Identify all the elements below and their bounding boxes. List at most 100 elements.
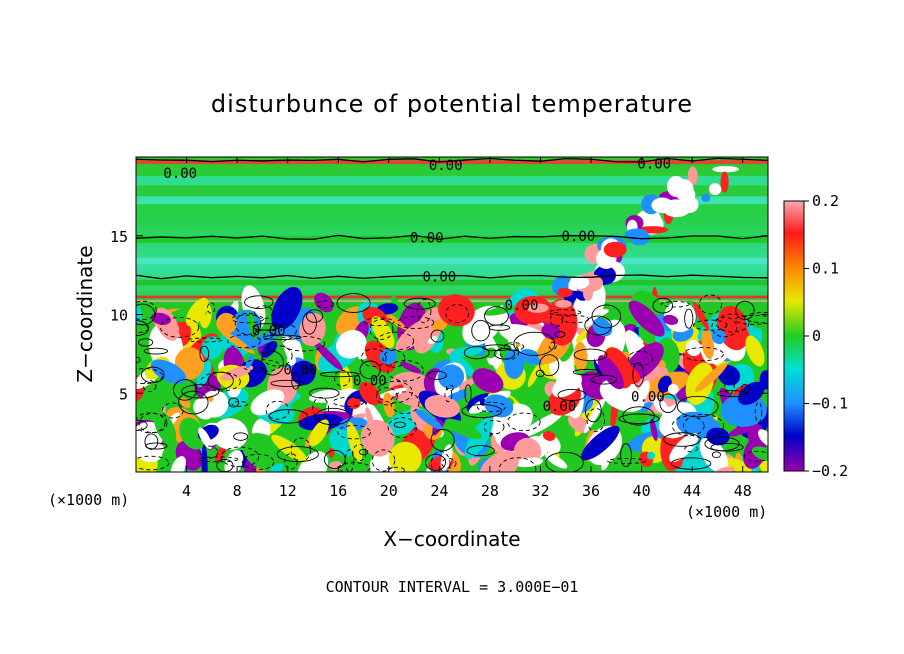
field-cell [663, 314, 679, 325]
x-tick-label: 12 [279, 482, 297, 500]
contour-label: 0.00 [505, 298, 539, 314]
contour-line [461, 404, 503, 419]
contour-line [715, 313, 750, 333]
contour-line [173, 379, 197, 401]
field-cell [410, 404, 427, 432]
contour-line [197, 456, 239, 463]
z-unit-label: (×1000 m) [48, 491, 129, 509]
contour-line [136, 368, 163, 385]
field-cell [261, 341, 278, 358]
contour-line [136, 234, 768, 240]
contour-line [316, 300, 335, 309]
contour-line [627, 350, 654, 366]
contour-line [276, 446, 319, 463]
field-cell [758, 429, 768, 447]
field-cell [170, 456, 186, 472]
field-cell [193, 398, 215, 420]
field-cell [314, 292, 334, 313]
contour-line [309, 387, 340, 399]
field-cell [472, 368, 504, 393]
x-tick-label: 24 [430, 482, 448, 500]
contour-line [549, 312, 564, 327]
contour-line [145, 442, 168, 450]
field-cell [599, 378, 645, 412]
contour-line [513, 331, 556, 356]
contour-line [494, 347, 516, 360]
contour-line [206, 302, 216, 314]
contour-line [507, 412, 541, 432]
contour-line [227, 334, 261, 349]
contour-line [262, 334, 302, 340]
contour-line [430, 451, 451, 472]
contour-line [622, 406, 655, 426]
field-cell [388, 441, 422, 472]
contour-line [554, 331, 566, 338]
field-cell [695, 362, 728, 392]
contour-line [743, 450, 768, 462]
field-cell [450, 346, 484, 357]
stratified-band [136, 175, 768, 186]
contour-line [483, 420, 505, 435]
contour-line [663, 432, 701, 447]
contour-line [710, 442, 744, 452]
contour-label: 0.00 [631, 389, 665, 405]
field-cell [637, 380, 650, 402]
contour-line [359, 360, 381, 380]
contour-line [444, 387, 453, 403]
field-cell [247, 310, 257, 340]
colorbar-tick-label: 0.2 [812, 192, 839, 210]
contour-line [425, 453, 446, 471]
contour-line [441, 458, 457, 469]
contour-labels: 0.00 0.00 0.00 0.00 0.00 0.00 0.00 0.00 0.00 0.00… [163, 156, 671, 415]
contour-line [754, 401, 763, 423]
contour-line [535, 369, 545, 378]
contour-line [371, 449, 396, 472]
contour-line [142, 380, 157, 393]
contour-line [270, 379, 305, 387]
field-cell [444, 418, 482, 440]
field-cell [597, 355, 624, 390]
contour-label: 0.00 [252, 323, 286, 339]
field-cell [400, 361, 422, 374]
plume-cell [673, 179, 694, 201]
contour-line [671, 415, 705, 437]
field-cell [245, 355, 254, 369]
field-cell [526, 303, 549, 313]
contour-line [463, 346, 490, 360]
field-cell [414, 408, 443, 430]
field-cell [346, 421, 363, 463]
colorbar: 0.2 0.1 0 −0.1 −0.2 [783, 192, 848, 480]
field-cell [706, 427, 730, 446]
contour-line [187, 337, 223, 343]
y-tick-label: 15 [110, 228, 128, 246]
contour-line [260, 350, 284, 376]
field-cell [572, 309, 609, 323]
contour-line [476, 401, 507, 413]
stratified-band [136, 279, 768, 286]
plume-cell [624, 228, 649, 242]
contour-label: 0.00 [410, 230, 444, 246]
field-cell [751, 446, 768, 462]
contour-line [607, 458, 646, 464]
field-cell [185, 297, 209, 327]
field-cell [541, 323, 561, 340]
contour-line [464, 384, 472, 403]
contour-line [136, 455, 170, 471]
contour-line [136, 300, 157, 321]
stratified-band [136, 160, 768, 165]
field-cell [432, 319, 448, 331]
contour-label: 0.00 [637, 156, 671, 172]
colorbar-tick-label: 0 [812, 327, 821, 345]
field-cell [458, 378, 476, 390]
contour-line [314, 407, 351, 426]
field-cell [438, 294, 475, 327]
contour-line [387, 360, 424, 382]
plume-cell [720, 171, 729, 193]
field-cell [713, 466, 735, 472]
contour-line [539, 354, 560, 377]
plume-cell [687, 166, 698, 185]
colorbar-tick-label: −0.1 [812, 395, 848, 413]
field-cell [424, 395, 460, 418]
contour-line [711, 316, 738, 338]
y-axis: 5 10 15 [110, 228, 768, 403]
